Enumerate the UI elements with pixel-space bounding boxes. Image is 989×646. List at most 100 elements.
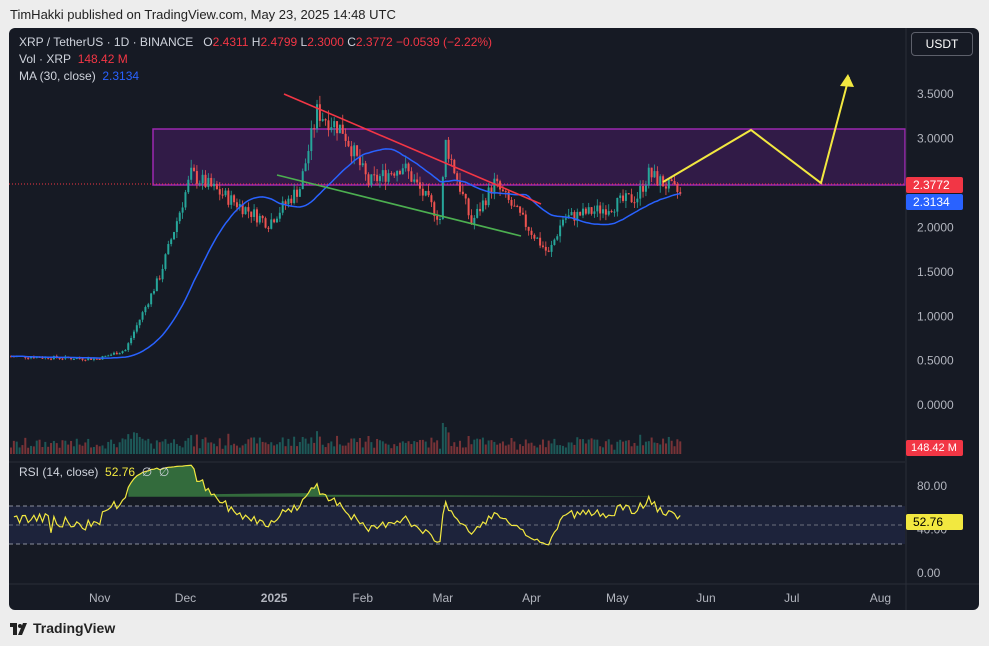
candle-body xyxy=(364,163,367,175)
rsi-tick-label: 80.00 xyxy=(917,479,947,493)
volume-bar xyxy=(307,443,310,454)
volume-bar xyxy=(427,447,430,454)
candle-body xyxy=(410,171,413,182)
volume-bar xyxy=(275,444,278,454)
volume-bar xyxy=(398,442,401,454)
symbol-legend: XRP / TetherUS · 1D · BINANCE O2.4311 H2… xyxy=(19,35,492,49)
candle-body xyxy=(590,207,593,214)
volume-bar xyxy=(393,444,396,454)
volume-bar xyxy=(75,438,78,454)
volume-bar xyxy=(207,442,210,454)
volume-bar xyxy=(667,436,670,454)
candle-body xyxy=(224,190,227,196)
volume-bar xyxy=(350,438,353,454)
candle-body xyxy=(255,209,258,223)
time-tick-label: Feb xyxy=(352,591,373,605)
volume-bar xyxy=(376,438,379,454)
candle-body xyxy=(170,239,173,245)
rsi-extra-2: ∅ xyxy=(158,465,170,479)
candle-body xyxy=(321,119,324,121)
price-tick-label: 3.0000 xyxy=(917,132,954,146)
volume-bar xyxy=(321,444,324,454)
volume-bar xyxy=(639,434,642,454)
candle-body xyxy=(98,358,101,360)
volume-bar xyxy=(613,449,616,454)
candle-body xyxy=(121,351,124,354)
volume-bar xyxy=(456,446,459,454)
candle-body xyxy=(218,189,221,195)
candle-body xyxy=(147,304,150,308)
volume-bar xyxy=(459,440,462,454)
candle-body xyxy=(544,246,547,251)
candle-body xyxy=(104,355,107,357)
volume-bar xyxy=(361,447,364,454)
volume-bar xyxy=(121,438,124,454)
candle-body xyxy=(72,359,75,361)
volume-bar xyxy=(304,438,307,454)
candle-body xyxy=(559,225,562,237)
volume-bar xyxy=(87,438,90,454)
volume-bar xyxy=(378,440,381,454)
candle-body xyxy=(642,186,645,192)
volume-bar xyxy=(218,438,221,454)
currency-button[interactable]: USDT xyxy=(911,32,973,56)
volume-bar xyxy=(450,446,453,454)
volume-label[interactable]: Vol · XRP xyxy=(19,52,72,66)
volume-bar xyxy=(27,447,30,454)
price-chart[interactable]: 3.50003.00002.50002.00001.50001.00000.50… xyxy=(9,28,979,610)
candle-body xyxy=(258,215,261,223)
volume-legend: Vol · XRP 148.42 M xyxy=(19,52,128,66)
candle-body xyxy=(527,226,530,231)
rsi-price-tag: 52.76 xyxy=(906,514,963,530)
volume-bar xyxy=(138,436,141,454)
volume-bar xyxy=(64,440,67,454)
candle-body xyxy=(181,207,184,213)
ma-label[interactable]: MA (30, close) xyxy=(19,69,96,83)
volume-bar xyxy=(413,441,416,454)
volume-bar xyxy=(576,437,579,454)
volume-bar xyxy=(224,445,227,454)
ma-value: 2.3134 xyxy=(102,69,140,83)
candle-body xyxy=(161,268,164,280)
candle-body xyxy=(424,190,427,196)
volume-bar xyxy=(341,445,344,454)
rsi-overbought-fill xyxy=(128,465,649,497)
volume-bar xyxy=(98,446,101,454)
volume-bar xyxy=(593,439,596,454)
volume-bar xyxy=(298,442,301,454)
volume-bar xyxy=(316,431,319,454)
volume-bar xyxy=(267,444,270,454)
volume-bar xyxy=(95,444,98,454)
volume-bar xyxy=(367,436,370,454)
candle-body xyxy=(401,168,404,175)
volume-bar xyxy=(235,445,238,454)
volume-bar xyxy=(167,443,170,454)
candle-body xyxy=(464,194,467,199)
volume-bar xyxy=(278,442,281,454)
candle-body xyxy=(650,167,653,178)
chart-frame[interactable]: 3.50003.00002.50002.00001.50001.00000.50… xyxy=(9,28,979,610)
volume-bar xyxy=(410,444,413,454)
candle-body xyxy=(313,128,316,130)
symbol-name[interactable]: XRP / TetherUS · 1D · BINANCE xyxy=(19,35,194,49)
volume-bar xyxy=(210,442,213,454)
rsi-label[interactable]: RSI (14, close) xyxy=(19,465,99,479)
rsi-tick-label: 0.00 xyxy=(917,566,941,580)
volume-bar xyxy=(270,442,273,454)
volume-bar xyxy=(118,442,121,454)
candle-body xyxy=(570,212,573,216)
volume-bar xyxy=(24,437,27,454)
volume-bar xyxy=(50,443,53,454)
candle-body xyxy=(301,171,304,190)
volume-bar xyxy=(616,441,619,454)
volume-bar xyxy=(81,445,84,454)
volume-bar xyxy=(536,447,539,454)
candle-body xyxy=(421,188,424,196)
candle-body xyxy=(673,181,676,185)
volume-bar xyxy=(490,440,493,454)
candle-body xyxy=(596,205,599,212)
candle-body xyxy=(227,190,230,205)
tradingview-brand[interactable]: TradingView xyxy=(10,620,115,636)
volume-bar xyxy=(347,442,350,454)
candle-body xyxy=(510,199,513,206)
